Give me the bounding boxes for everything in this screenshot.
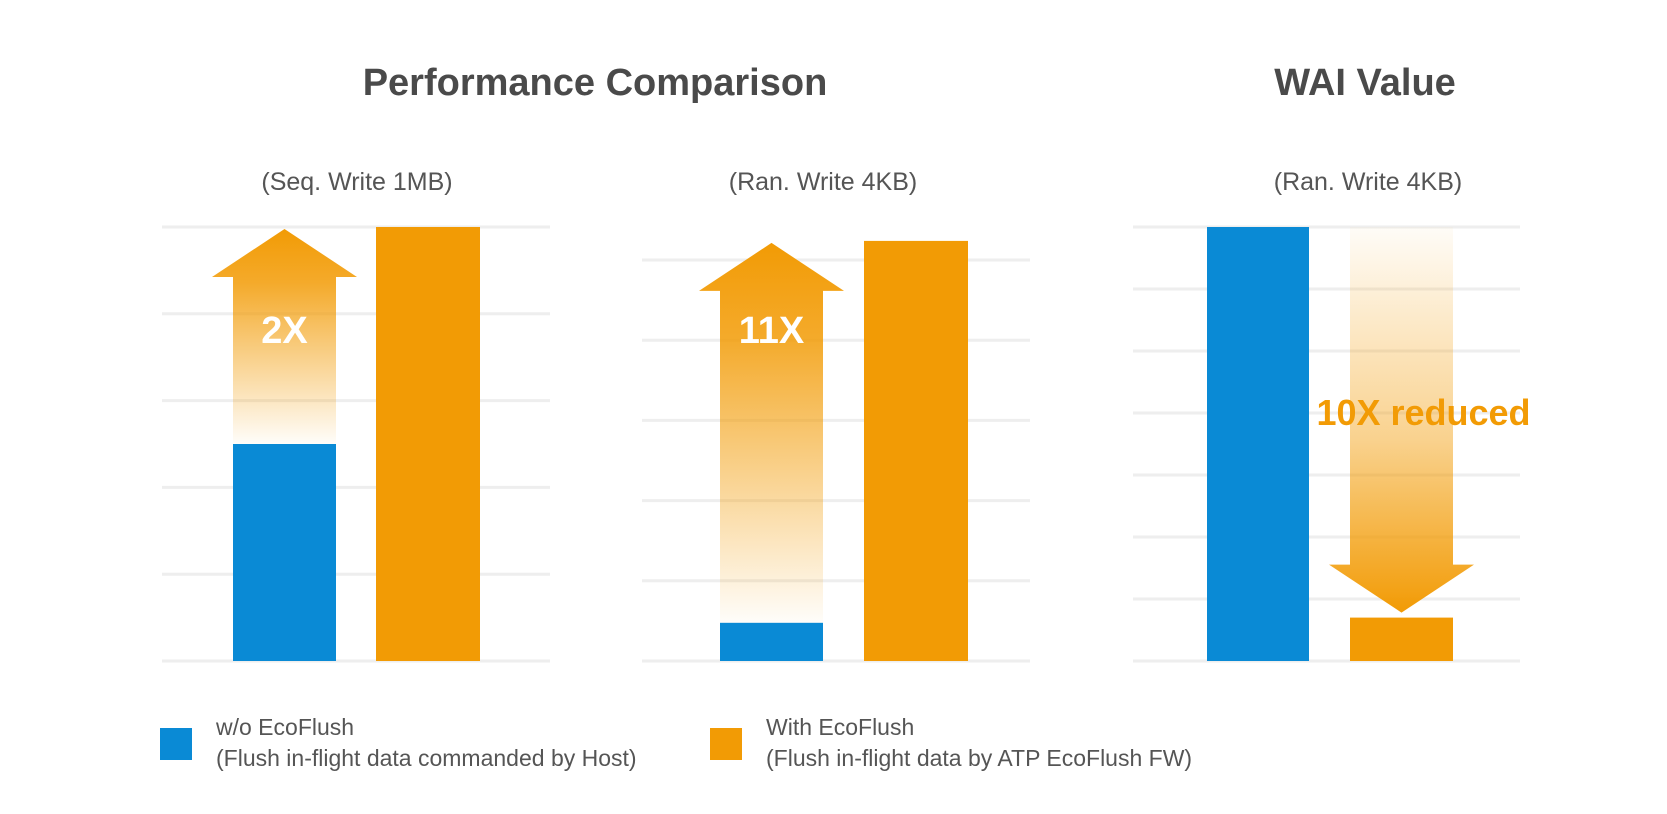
legend-description: (Flush in-flight data by ATP EcoFlush FW…	[766, 745, 1193, 771]
bar-with-ecoflush	[1350, 617, 1453, 661]
chart-subtitle: (Ran. Write 4KB)	[729, 168, 917, 196]
bar-with-ecoflush	[376, 227, 480, 661]
reduction-label: 10X reduced	[1316, 392, 1530, 433]
arrow-up-icon	[212, 229, 357, 444]
legend-swatch-blue	[160, 728, 192, 760]
bar-with-ecoflush	[864, 240, 968, 661]
legend-label: With EcoFlush	[766, 714, 915, 740]
chart-3: (Ran. Write 4KB) 10X reduced	[1133, 168, 1531, 663]
legend-swatch-orange	[710, 728, 742, 760]
bar-without-ecoflush	[720, 622, 823, 661]
bar-without-ecoflush	[1207, 227, 1309, 661]
legend-label: w/o EcoFlush	[216, 714, 355, 740]
arrow-down-icon	[1329, 227, 1474, 613]
legend-description: (Flush in-flight data commanded by Host)	[216, 745, 637, 771]
performance-comparison-title: Performance Comparison	[362, 62, 828, 104]
improvement-label: 2X	[261, 310, 308, 352]
bar-without-ecoflush	[233, 444, 336, 661]
wai-value-title: WAI Value	[1274, 62, 1456, 104]
improvement-label: 11X	[739, 310, 805, 352]
arrow-up-icon	[699, 242, 844, 623]
chart-1: (Seq. Write 1MB) 2X	[162, 168, 550, 663]
chart-subtitle: (Ran. Write 4KB)	[1274, 168, 1462, 196]
chart-subtitle: (Seq. Write 1MB)	[261, 168, 452, 196]
chart-2: (Ran. Write 4KB) 11X	[642, 168, 1030, 663]
